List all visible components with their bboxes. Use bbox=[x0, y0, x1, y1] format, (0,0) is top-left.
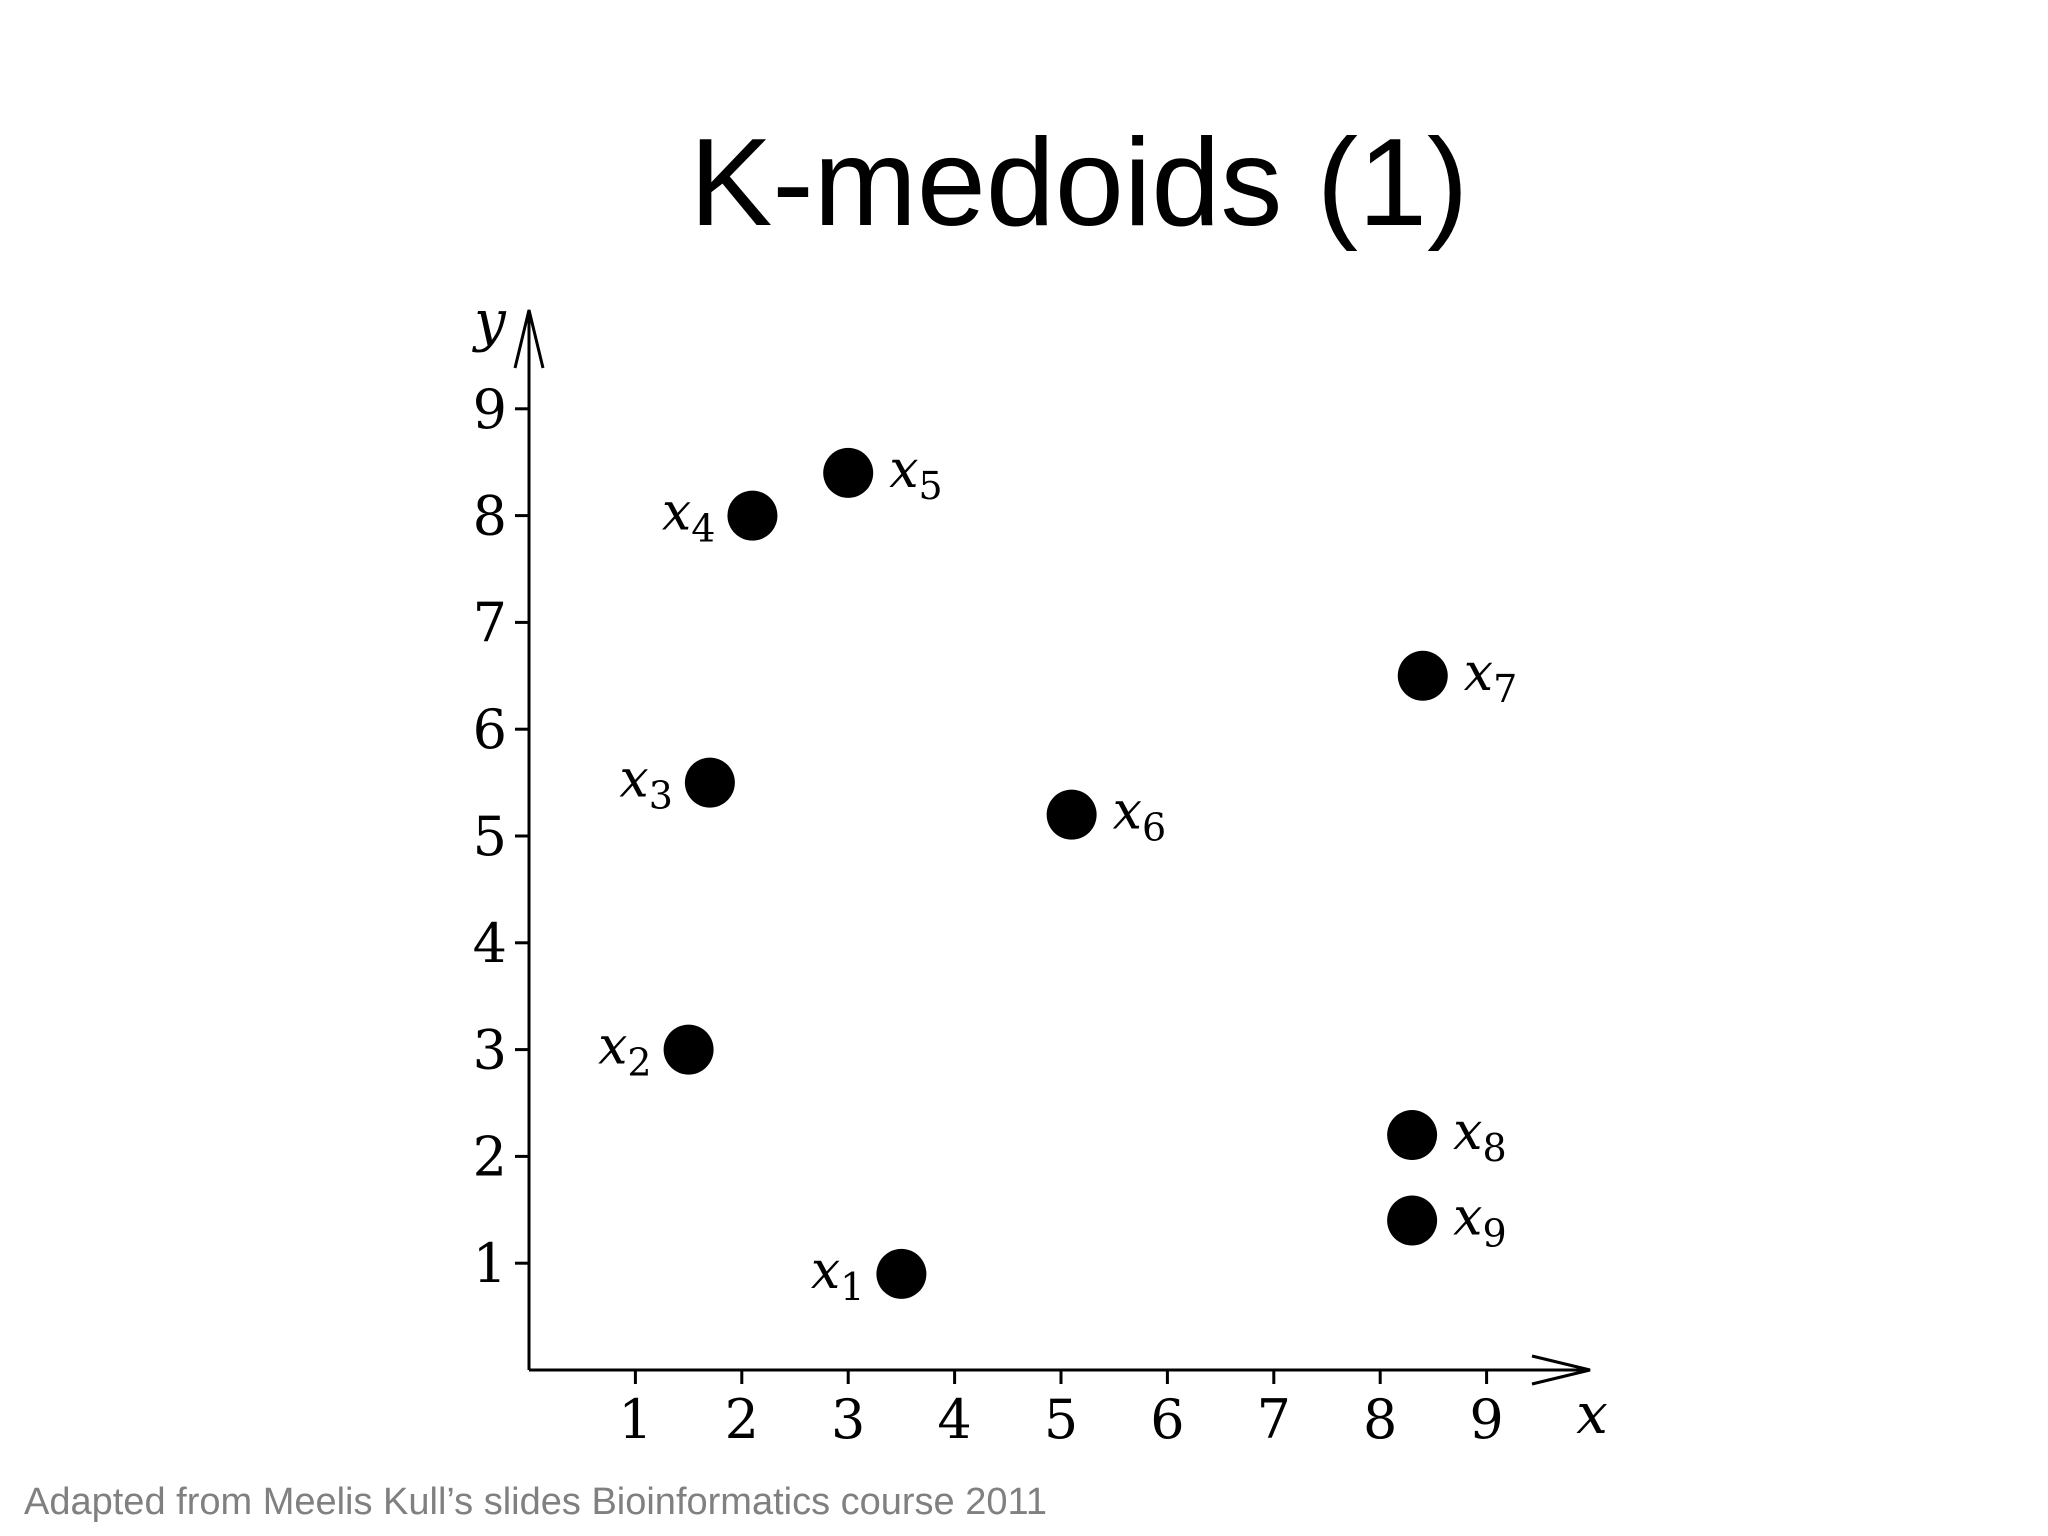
x-tick-label: 4 bbox=[937, 1388, 971, 1451]
x-axis-label: x bbox=[1576, 1382, 1608, 1447]
y-tick-label: 4 bbox=[473, 912, 507, 975]
x-tick-label: 5 bbox=[1044, 1388, 1078, 1451]
y-tick-label: 9 bbox=[473, 378, 507, 441]
x-tick-label: 7 bbox=[1257, 1388, 1291, 1451]
data-point-label: x9 bbox=[1453, 1187, 1507, 1255]
data-point-label: x6 bbox=[1113, 782, 1167, 850]
y-axis-label: y bbox=[471, 289, 507, 354]
y-tick-label: 7 bbox=[473, 591, 507, 654]
data-point bbox=[727, 490, 778, 541]
x-tick-label: 9 bbox=[1469, 1388, 1503, 1451]
data-point bbox=[1387, 1195, 1438, 1246]
data-point-label: x5 bbox=[889, 440, 943, 508]
data-point bbox=[684, 757, 735, 808]
data-point bbox=[876, 1248, 927, 1299]
y-tick-label: 1 bbox=[473, 1232, 507, 1295]
x-axis-arrow bbox=[1531, 1354, 1591, 1386]
data-point-label: x4 bbox=[662, 483, 716, 551]
y-tick-label: 2 bbox=[473, 1125, 507, 1188]
data-point-label: x2 bbox=[598, 1017, 652, 1085]
data-points: x1 x2 x3 x4 x5 x6 x7 x8 x9 bbox=[598, 440, 1517, 1309]
data-point-label: x8 bbox=[1453, 1102, 1507, 1170]
data-point bbox=[823, 447, 874, 498]
axes: xy bbox=[471, 289, 1608, 1447]
data-point bbox=[1387, 1110, 1438, 1161]
source-credit: Adapted from Meelis Kull’s slides Bioinf… bbox=[24, 1481, 1047, 1523]
y-tick-label: 5 bbox=[473, 805, 507, 868]
data-point-label: x7 bbox=[1464, 643, 1518, 711]
data-point bbox=[1397, 650, 1448, 701]
y-tick-label: 6 bbox=[473, 698, 507, 761]
ticks: 1 2 3 4 5 6 7 8 9 1 2 3 4 5 6 7 8 9 bbox=[473, 378, 1504, 1451]
data-point bbox=[1046, 789, 1097, 840]
y-tick-label: 8 bbox=[473, 485, 507, 548]
y-axis-arrow bbox=[513, 309, 545, 369]
x-tick-label: 3 bbox=[831, 1388, 865, 1451]
data-point bbox=[663, 1024, 714, 1075]
slide-title: K-medoids (1) bbox=[689, 114, 1469, 252]
x-tick-label: 6 bbox=[1150, 1388, 1184, 1451]
x-tick-label: 8 bbox=[1363, 1388, 1397, 1451]
x-tick-label: 2 bbox=[725, 1388, 759, 1451]
x-tick-label: 1 bbox=[618, 1388, 652, 1451]
y-tick-label: 3 bbox=[473, 1019, 507, 1082]
data-point-label: x3 bbox=[619, 750, 673, 818]
data-point-label: x1 bbox=[811, 1241, 865, 1309]
